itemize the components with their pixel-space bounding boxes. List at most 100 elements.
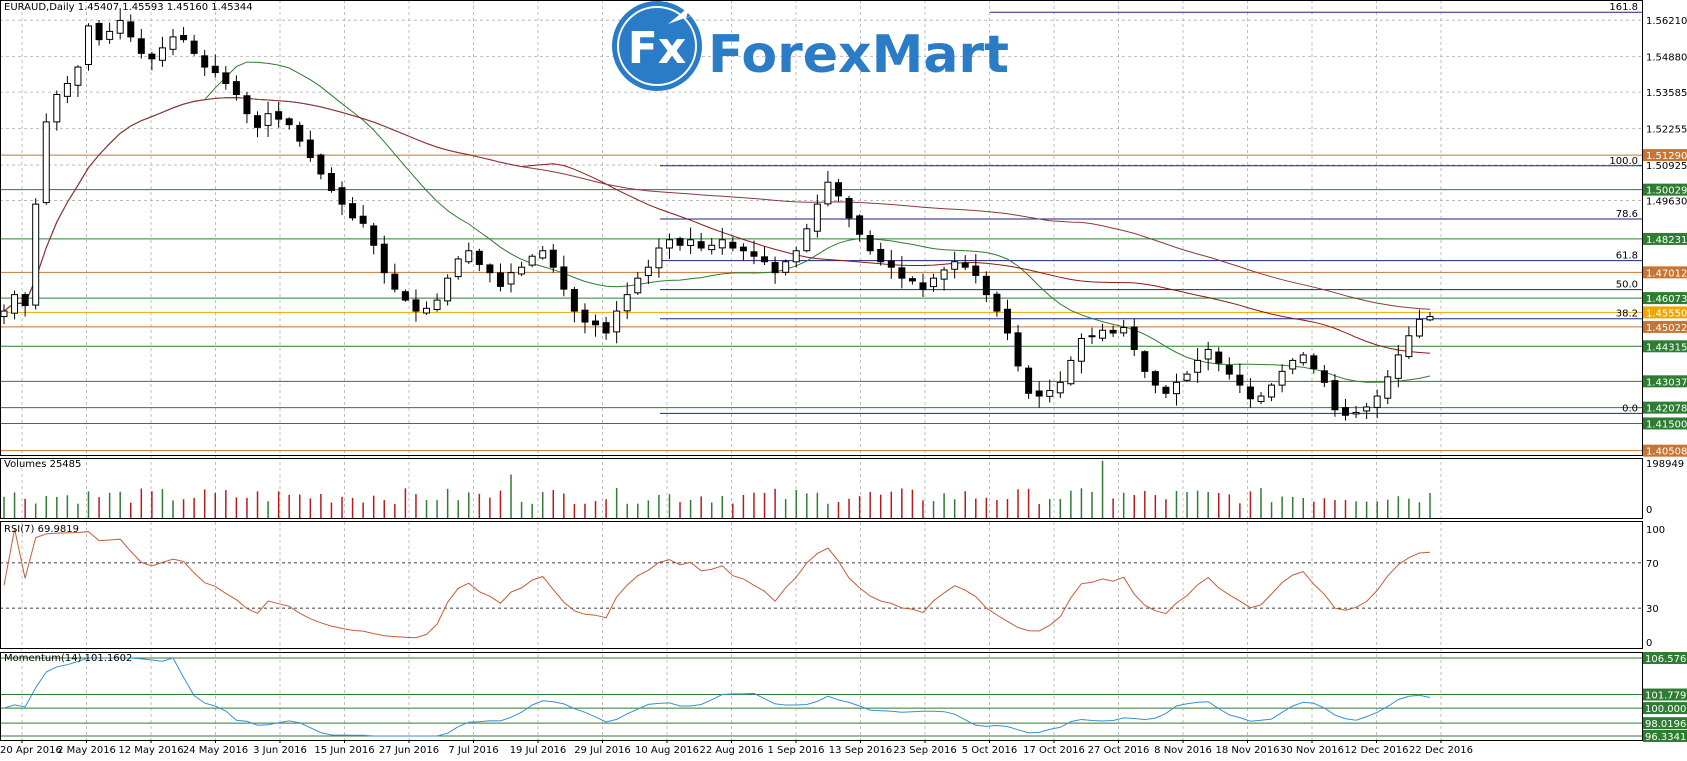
candle-bull — [623, 294, 631, 312]
candle-bear — [1341, 407, 1349, 416]
momentum-panel: 106.5768 101.7796 100.0000 98.0196 96.3341 M… — [0, 652, 1687, 743]
candle-bear — [729, 241, 737, 249]
candle-bear — [602, 322, 610, 334]
candle-bull — [507, 272, 515, 285]
momentum-level-label: 100.0000 — [1645, 704, 1687, 715]
candle-bull — [634, 277, 642, 294]
candle-bear — [739, 246, 747, 252]
panel-border — [0, 521, 1643, 649]
candle-bear — [961, 262, 969, 268]
rsi-levels: 100 70 30 0 — [0, 525, 1665, 649]
momentum-line — [3, 657, 1431, 737]
panel-borders — [0, 0, 1643, 741]
level-tag — [1643, 149, 1687, 162]
candle-bear — [338, 187, 346, 205]
momentum-level-tag — [1643, 702, 1687, 715]
candle-bull — [53, 93, 61, 123]
level-tag — [1643, 417, 1687, 430]
level-tag-label: 1.41500 — [1646, 419, 1687, 430]
candle-bull — [1278, 370, 1286, 386]
candle-bear — [401, 291, 409, 301]
candle-bull — [665, 239, 673, 249]
candle-bull — [32, 203, 40, 306]
candle-bull — [85, 25, 93, 65]
candle-bear — [1331, 380, 1339, 411]
time-tick-label: 5 Oct 2016 — [962, 745, 1017, 756]
candle-bull — [42, 121, 50, 204]
candle-bear — [1141, 351, 1149, 372]
momentum-level-tag — [1643, 730, 1687, 742]
ma-line — [3, 97, 1431, 312]
time-tick-label: 27 Oct 2016 — [1088, 745, 1150, 756]
candle-bear — [560, 266, 568, 290]
candle-bull — [1289, 359, 1297, 370]
level-tag — [1643, 340, 1687, 353]
candle-bear — [1130, 326, 1138, 350]
level-tag-label: 1.45022 — [1646, 323, 1687, 334]
level-tag — [1643, 232, 1687, 245]
candle-bear — [243, 95, 251, 115]
volume-max-label: 198949 — [1646, 459, 1684, 470]
candle-bear — [1162, 386, 1170, 394]
logo-ring — [617, 6, 697, 86]
level-tag-label: 1.43037 — [1646, 377, 1687, 388]
rsi-line — [3, 528, 1431, 639]
candle-bull — [1352, 412, 1360, 415]
level-tag-label: 1.48231 — [1646, 235, 1687, 246]
time-tick-label: 20 Apr 2016 — [0, 745, 62, 756]
candle-bear — [866, 235, 874, 252]
panel-border — [0, 0, 1643, 456]
candle-bear — [1014, 332, 1022, 367]
candle-bull — [433, 299, 441, 311]
fibonacci-levels: 161.8 100.0 78.6 61.8 50.0 38.2 0.0 — [660, 2, 1642, 414]
candle-bear — [834, 182, 842, 197]
momentum-level-label: 106.5768 — [1645, 654, 1687, 665]
level-tag-label: 1.44315 — [1646, 342, 1687, 353]
candle-bull — [930, 277, 938, 288]
candle-bear — [232, 81, 240, 95]
fib-label: 100.0 — [1609, 156, 1638, 167]
time-tick-label: 23 Sep 2016 — [893, 745, 956, 756]
candle-bull — [1056, 381, 1064, 394]
candle-bull — [465, 250, 473, 263]
candle-bull — [951, 261, 959, 270]
momentum-level-label: 98.0196 — [1645, 719, 1686, 730]
candle-bear — [137, 38, 145, 54]
candle-bear — [1109, 329, 1117, 334]
momentum-level-label: 96.3341 — [1645, 732, 1686, 743]
candle-bull — [116, 19, 124, 34]
level-tag-label: 1.50029 — [1646, 186, 1687, 197]
candle-bear — [898, 267, 906, 279]
time-tick-label: 13 Sep 2016 — [829, 745, 892, 756]
candle-bull — [1373, 395, 1381, 408]
candle-bear — [908, 278, 916, 282]
momentum-level-label: 101.7796 — [1645, 691, 1687, 702]
candle-bull — [687, 239, 695, 246]
time-tick-label: 8 Nov 2016 — [1154, 745, 1212, 756]
candle-bull — [444, 277, 452, 302]
momentum-level-tag — [1643, 652, 1687, 664]
candle-bear — [581, 309, 589, 323]
candle-bear — [845, 197, 853, 219]
candle-bull — [454, 258, 462, 278]
candle-bull — [708, 244, 716, 251]
candle-bull — [528, 255, 536, 266]
candle-bull — [824, 181, 832, 205]
candle-bear — [211, 65, 219, 74]
candle-bear — [359, 215, 367, 224]
candle-bear — [21, 294, 29, 307]
candle-bear — [201, 55, 209, 68]
grid — [0, 0, 1642, 740]
price-tick-label: 1.54880 — [1646, 53, 1687, 64]
candle-bear — [887, 260, 895, 268]
candle-bull — [63, 83, 71, 97]
candle-bear — [327, 173, 335, 191]
candle-bull — [613, 310, 621, 333]
candle-bull — [813, 203, 821, 232]
candle-bull — [792, 250, 800, 263]
candle-bull — [655, 247, 663, 269]
level-tag — [1643, 401, 1687, 414]
rsi-label: RSI(7) 69.9819 — [4, 524, 79, 535]
